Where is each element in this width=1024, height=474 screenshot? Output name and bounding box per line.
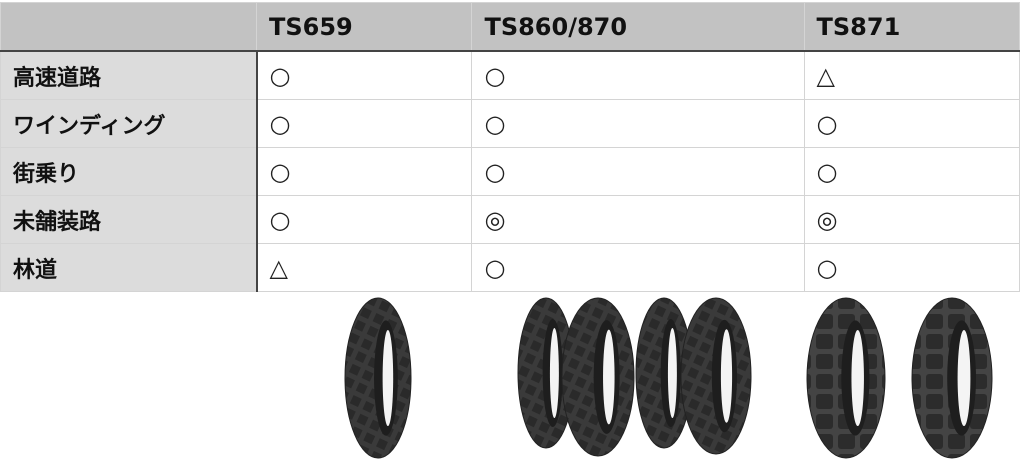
rating-cell: ○ <box>803 99 1021 148</box>
rating-cell: ○ <box>471 147 805 196</box>
column-header: TS871 <box>803 2 1021 52</box>
table-row: 街乗り ○ ○ ○ <box>0 147 1021 196</box>
table-row: 未舗装路 ○ ◎ ◎ <box>0 195 1021 244</box>
rating-cell: ○ <box>255 99 473 148</box>
rating-cell: △ <box>803 50 1021 100</box>
tire-ts860-870-icon <box>517 297 575 449</box>
corner-cell <box>0 2 257 52</box>
row-label: 未舗装路 <box>0 195 258 244</box>
rating-cell: ○ <box>803 243 1021 292</box>
rating-cell: ○ <box>471 50 805 100</box>
tire-ts860-870-icon <box>680 297 752 455</box>
rating-cell: ○ <box>255 50 473 100</box>
tire-ts659-icon <box>344 297 412 459</box>
table-row: 林道 △ ○ ○ <box>0 243 1021 292</box>
tire-ts860-870-icon <box>561 297 635 457</box>
rating-cell: ○ <box>803 147 1021 196</box>
rating-cell: ○ <box>255 195 473 244</box>
comparison-table: TS659 TS860/870 TS871 高速道路 ○ ○ △ ワインディング ○ ○ ○ 街… <box>0 2 1021 292</box>
header-row: TS659 TS860/870 TS871 <box>0 2 1021 52</box>
rating-cell: ○ <box>471 243 805 292</box>
tire-ts860-870-icon <box>635 297 693 449</box>
row-label: ワインディング <box>0 99 258 148</box>
rating-cell: ◎ <box>471 195 805 244</box>
tire-ts871-icon <box>806 297 886 459</box>
row-label: 街乗り <box>0 147 258 196</box>
rating-cell: ○ <box>471 99 805 148</box>
rating-cell: △ <box>255 243 473 292</box>
column-header: TS659 <box>255 2 473 52</box>
row-label: 高速道路 <box>0 50 258 100</box>
table-row: 高速道路 ○ ○ △ <box>0 50 1021 100</box>
column-header: TS860/870 <box>471 2 805 52</box>
tire-images <box>344 297 993 459</box>
tire-ts871-icon <box>911 297 993 459</box>
table-row: ワインディング ○ ○ ○ <box>0 99 1021 148</box>
rating-cell: ○ <box>255 147 473 196</box>
rating-cell: ◎ <box>803 195 1021 244</box>
row-label: 林道 <box>0 243 258 292</box>
